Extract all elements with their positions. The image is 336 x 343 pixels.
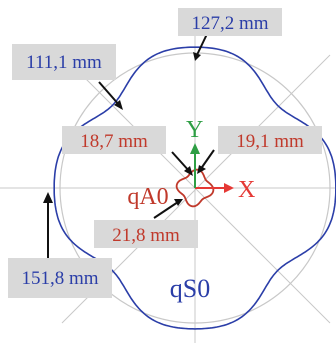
leader-inner-bottom-head bbox=[174, 199, 183, 206]
label-top-bg bbox=[178, 8, 282, 36]
label-inner-bottom: 21,8 mm bbox=[112, 225, 180, 246]
label-inner-bottom-bg bbox=[94, 220, 198, 248]
y-axis-arrowhead bbox=[190, 143, 200, 154]
label-inner-left: 18,7 mm bbox=[80, 131, 148, 152]
axis-label-x: X bbox=[238, 177, 255, 203]
leader-inner-left-head bbox=[184, 166, 193, 176]
x-axis-arrowhead bbox=[224, 183, 234, 193]
label-inner-right-bg bbox=[218, 126, 322, 154]
label-left: 151,8 mm bbox=[21, 268, 98, 289]
leader-upper-left bbox=[98, 81, 121, 107]
inner-curve-qa0 bbox=[175, 168, 215, 208]
outer-curve-qs0 bbox=[53, 46, 336, 330]
label-left-bg bbox=[8, 258, 112, 298]
leader-top-head bbox=[193, 52, 201, 61]
leader-left-head bbox=[43, 192, 53, 203]
label-top: 127,2 mm bbox=[191, 13, 268, 34]
label-inner-right: 19,1 mm bbox=[236, 131, 304, 152]
leader-upper-left-head bbox=[114, 100, 123, 110]
curve-name-outer: qS0 bbox=[170, 274, 210, 303]
curve-name-inner: qA0 bbox=[127, 184, 168, 210]
leader-top bbox=[195, 33, 208, 58]
label-upper-left-bg bbox=[12, 44, 116, 80]
axis-label-y: Y bbox=[186, 117, 203, 143]
leader-inner-right-head bbox=[197, 165, 206, 174]
label-inner-left-bg bbox=[62, 126, 166, 154]
leader-inner-bottom bbox=[153, 201, 179, 219]
label-upper-left: 111,1 mm bbox=[26, 52, 102, 73]
leader-inner-right bbox=[199, 149, 215, 171]
